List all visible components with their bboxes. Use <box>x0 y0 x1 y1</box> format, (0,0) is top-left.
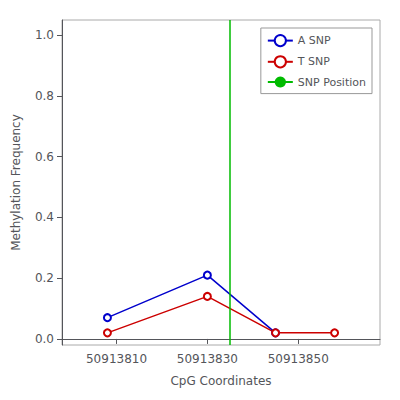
svg-text:0.4: 0.4 <box>35 210 54 224</box>
svg-text:T SNP: T SNP <box>297 55 330 68</box>
svg-text:0.0: 0.0 <box>35 332 54 346</box>
svg-text:1.0: 1.0 <box>35 28 54 42</box>
svg-text:0.2: 0.2 <box>35 271 54 285</box>
svg-text:SNP Position: SNP Position <box>298 76 366 89</box>
svg-text:CpG Coordinates: CpG Coordinates <box>170 374 271 388</box>
svg-text:A SNP: A SNP <box>298 34 331 47</box>
svg-text:0.8: 0.8 <box>35 89 54 103</box>
svg-text:50913850: 50913850 <box>268 352 329 366</box>
svg-text:50913830: 50913830 <box>177 352 238 366</box>
svg-text:0.6: 0.6 <box>35 150 54 164</box>
svg-text:Methylation Frequency: Methylation Frequency <box>9 114 23 251</box>
svg-text:50913810: 50913810 <box>86 352 147 366</box>
